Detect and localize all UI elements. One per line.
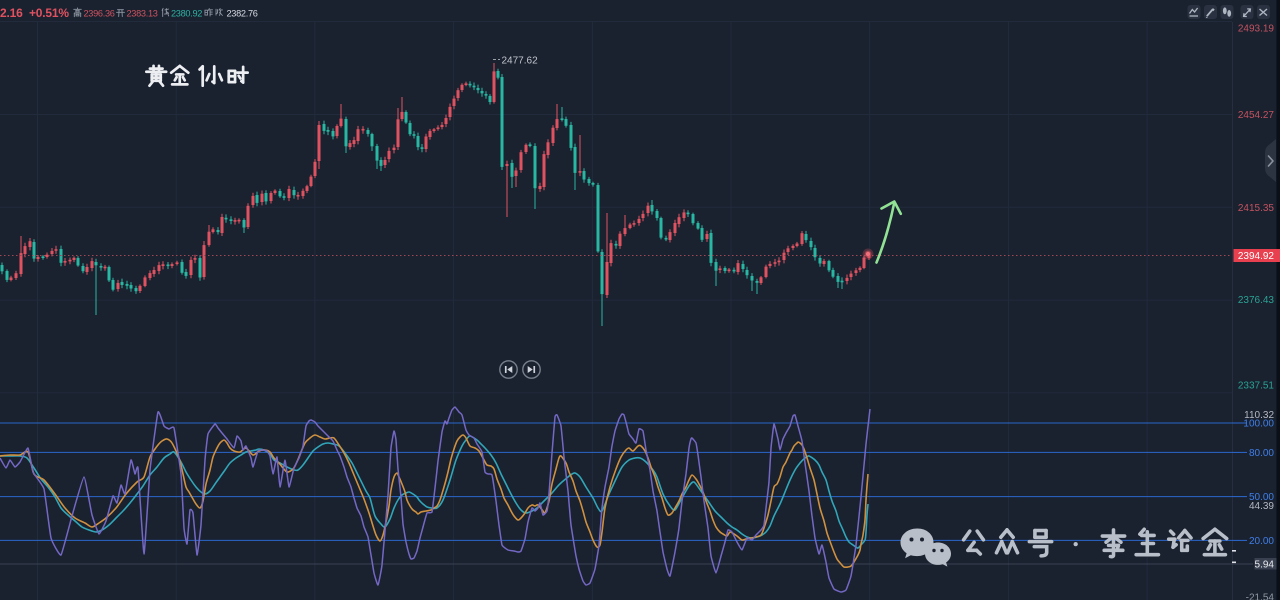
svg-text:2337.51: 2337.51 [1238, 381, 1275, 392]
svg-text:2415.35: 2415.35 [1238, 203, 1275, 214]
svg-text:2382.76: 2382.76 [227, 9, 258, 19]
svg-text:2376.43: 2376.43 [1238, 295, 1275, 306]
svg-text:80.00: 80.00 [1249, 448, 1274, 459]
svg-text:2493.19: 2493.19 [1238, 24, 1275, 35]
svg-text:2477.62: 2477.62 [502, 56, 539, 67]
svg-text:100.00: 100.00 [1243, 419, 1274, 430]
svg-text:2.16: 2.16 [0, 6, 23, 20]
svg-text:2383.13: 2383.13 [127, 9, 158, 19]
svg-text:50.00: 50.00 [1249, 492, 1274, 503]
svg-text:2380.92: 2380.92 [171, 9, 202, 19]
svg-text:2394.92: 2394.92 [1238, 251, 1275, 262]
svg-text:2396.36: 2396.36 [84, 9, 115, 19]
svg-text:5.94: 5.94 [1255, 559, 1275, 570]
svg-text:44.39: 44.39 [1249, 501, 1274, 512]
svg-text:110.32: 110.32 [1244, 410, 1274, 421]
svg-text:20.00: 20.00 [1249, 536, 1274, 547]
svg-text:+0.51%: +0.51% [29, 6, 69, 20]
svg-text:2454.27: 2454.27 [1238, 110, 1275, 121]
svg-text:-21.54: -21.54 [1246, 593, 1275, 600]
